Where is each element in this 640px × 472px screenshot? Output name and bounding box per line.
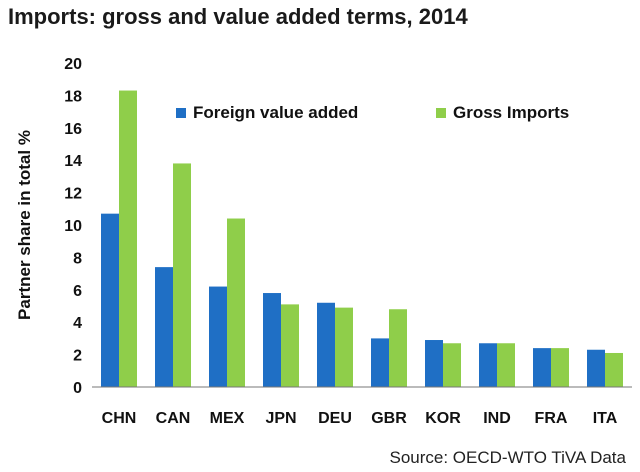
x-tick-label: KOR: [425, 410, 461, 427]
y-tick-label: 10: [64, 218, 82, 235]
legend-swatch-gross-imports: [436, 108, 446, 118]
bar-gross-imports-ind: [497, 343, 515, 387]
bar-gross-imports-jpn: [281, 304, 299, 387]
source-note: Source: OECD-WTO TiVA Data: [389, 448, 627, 467]
legend-label: Gross Imports: [453, 103, 569, 122]
y-tick-label: 8: [73, 250, 82, 267]
x-tick-label: JPN: [265, 410, 296, 427]
bar-gross-imports-gbr: [389, 309, 407, 387]
bar-gross-imports-chn: [119, 90, 137, 387]
chart-title: Imports: gross and value added terms, 20…: [8, 4, 468, 29]
y-tick-label: 20: [64, 56, 82, 73]
bar-foreign-value-added-deu: [317, 302, 335, 387]
bar-gross-imports-can: [173, 163, 191, 387]
bars: [101, 90, 623, 387]
bar-gross-imports-ita: [605, 352, 623, 387]
x-tick-label: MEX: [210, 410, 245, 427]
x-tick-label: ITA: [593, 410, 618, 427]
bar-foreign-value-added-can: [155, 267, 173, 387]
y-tick-label: 2: [73, 348, 82, 365]
y-tick-label: 0: [73, 380, 82, 397]
bar-foreign-value-added-kor: [425, 340, 443, 387]
x-tick-label: GBR: [371, 410, 407, 427]
legend-label: Foreign value added: [193, 103, 358, 122]
x-tick-label: CAN: [156, 410, 191, 427]
bar-gross-imports-mex: [227, 218, 245, 387]
y-tick-label: 4: [73, 315, 82, 332]
y-tick-label: 18: [64, 88, 82, 105]
y-tick-label: 14: [64, 153, 82, 170]
x-tick-label: FRA: [535, 410, 568, 427]
bar-foreign-value-added-mex: [209, 286, 227, 387]
y-tick-label: 12: [64, 186, 82, 203]
bar-foreign-value-added-jpn: [263, 293, 281, 387]
x-tick-label: CHN: [102, 410, 137, 427]
legend-swatch-foreign-value-added: [176, 108, 186, 118]
bar-foreign-value-added-ita: [587, 349, 605, 387]
bar-gross-imports-fra: [551, 348, 569, 387]
y-tick-label: 6: [73, 283, 82, 300]
bar-gross-imports-kor: [443, 343, 461, 387]
bar-foreign-value-added-chn: [101, 213, 119, 387]
y-tick-label: 16: [64, 121, 82, 138]
bar-gross-imports-deu: [335, 307, 353, 387]
x-tick-label: DEU: [318, 410, 352, 427]
y-tick-labels: 0 2 4 6 8 10 12 14 16 18 20: [64, 56, 82, 397]
bar-foreign-value-added-ind: [479, 343, 497, 387]
bar-foreign-value-added-gbr: [371, 338, 389, 387]
x-tick-labels: CHN CAN MEX JPN DEU GBR KOR IND FRA ITA: [102, 410, 618, 427]
legend: Foreign value added Gross Imports: [176, 103, 569, 122]
y-axis-label: Partner share in total %: [15, 130, 34, 320]
x-tick-label: IND: [483, 410, 511, 427]
bar-foreign-value-added-fra: [533, 348, 551, 387]
